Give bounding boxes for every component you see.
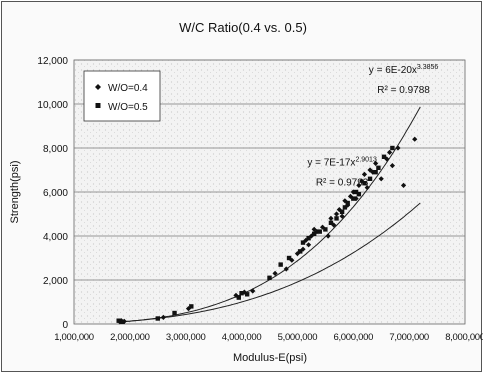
data-point [339,209,345,214]
data-point [278,262,283,267]
data-point [400,182,407,188]
data-point [378,176,384,182]
trendline [118,202,421,323]
trend-equation: R² = 0.9788 [377,85,430,96]
trend-equation: R² = 0.9793 [316,177,369,188]
data-point [342,198,348,204]
data-point [356,182,362,188]
data-point [283,266,289,272]
legend-box [83,70,161,122]
y-tick-label: 0 [62,320,68,331]
data-point [339,213,345,219]
chart-title: W/C Ratio(0.4 vs. 0.5) [179,20,307,35]
legend-square-marker [95,103,101,108]
x-tick-label: 6,000,000 [333,332,373,343]
data-point [267,275,272,280]
data-point [323,227,328,232]
data-point [351,196,356,201]
data-point [233,292,239,298]
data-point [367,167,373,173]
trend-equation: y = 7E-17x2.9013 [307,157,377,169]
scatter-chart: W/C Ratio(0.4 vs. 0.5) 0 2,000 4,000 6,000 8… [9,20,484,364]
data-point [306,236,311,241]
data-point [306,242,312,248]
data-points [116,136,418,325]
trend-equation: y = 6E-20x3.3856 [369,64,439,76]
data-point [189,304,194,309]
legend-label-series-1: W/O=0.4 [108,83,148,94]
data-point [353,189,359,195]
data-point [300,240,306,245]
data-point [294,251,301,257]
data-point [244,292,250,297]
data-point [311,231,317,236]
data-point [390,145,395,151]
data-point [241,289,247,295]
data-point [328,215,334,221]
y-tick-label: 12,000 [37,56,68,67]
chart-frame: W/C Ratio(0.4 vs. 0.5) 0 2,000 4,000 6,000 8… [1,1,484,372]
legend-label-series-2: W/O=0.5 [108,102,148,113]
data-point [289,257,295,263]
x-tick-label: 4,000,000 [222,332,262,343]
data-point [160,314,166,320]
x-tick-label: 1,000,000 [54,332,94,343]
data-point [359,178,365,184]
data-point [185,306,192,312]
data-point [272,270,278,276]
y-tick-label: 6,000 [43,188,68,199]
data-point [308,233,314,239]
x-axis-label: Modulus-E(psi) [233,352,307,364]
data-point [373,170,378,175]
x-tick-label: 7,000,000 [389,332,429,343]
data-point [395,145,401,151]
data-point [345,200,350,206]
legend: W/O=0.4 W/O=0.5 [83,70,161,122]
data-point [386,149,393,155]
legend-diamond-marker [95,84,101,90]
y-tick-label: 2,000 [43,276,68,287]
data-point [236,295,241,300]
y-tick-labels: 0 2,000 4,000 6,000 8,000 10,000 12,000 [37,56,68,331]
data-point [373,160,379,166]
data-point [328,220,334,225]
data-point [311,226,317,232]
data-point [381,154,387,159]
data-point [172,310,177,316]
y-tick-label: 4,000 [43,232,68,243]
data-point [412,136,418,142]
data-point [286,255,292,261]
x-tick-label: 8,000,000 [445,332,483,343]
data-point [367,176,373,181]
y-tick-label: 8,000 [43,144,68,155]
y-axis-label: Strength(psi) [9,161,21,224]
data-point [120,319,125,324]
data-point [116,318,121,323]
x-tick-label: 2,000,000 [110,332,150,343]
data-point [325,233,331,239]
data-point [250,288,256,294]
data-point [356,192,362,197]
data-point [362,181,367,186]
data-point [155,316,160,321]
data-point [353,196,359,202]
x-tick-label: 3,000,000 [166,332,206,343]
data-point [317,229,322,234]
y-tick-label: 10,000 [37,100,68,111]
data-point [298,249,303,254]
data-point [361,171,368,177]
x-tick-labels: 1,000,000 2,000,000 3,000,000 4,000,000 5,00… [54,332,484,343]
data-point [334,216,339,221]
data-point [239,291,244,296]
data-point [333,211,340,217]
trend-equations: y = 6E-20x3.3856 R² = 0.9788 y = 7E-17x2.9… [307,64,438,188]
data-point [376,165,381,170]
x-tick-label: 5,000,000 [278,332,318,343]
data-point [342,205,348,210]
data-point [389,163,395,169]
data-point [364,185,370,191]
